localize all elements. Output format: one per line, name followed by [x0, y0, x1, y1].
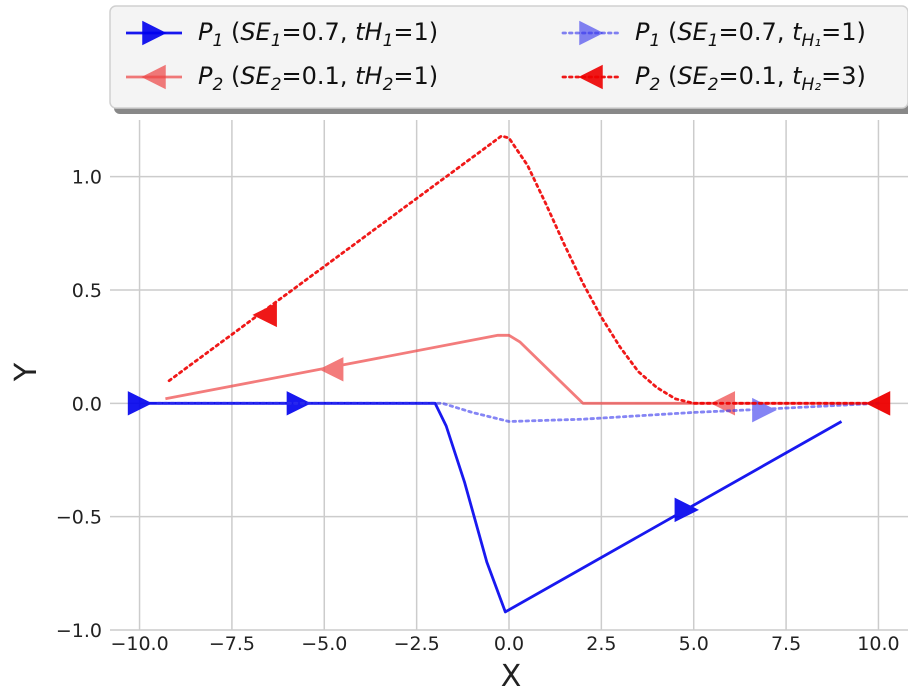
x-tick-label: 2.5	[586, 633, 616, 655]
legend: P1 (SE1=0.7, tH1=1)P2 (SE2=0.1, tH2=1)P1…	[109, 5, 908, 114]
legend-label-part: =0.1,	[282, 62, 356, 90]
grid-layer	[110, 120, 908, 631]
legend-label-part: =0.7,	[282, 18, 356, 46]
legend-entry-3: P1 (SE1=0.7, tH₁=1)	[561, 18, 866, 51]
legend-marker-sample	[579, 20, 604, 46]
legend-label-part: SE	[677, 62, 708, 90]
legend-label-part: P	[198, 18, 213, 46]
legend-label-part: SE	[240, 18, 271, 46]
legend-label-part: =3)	[821, 62, 866, 90]
legend-label-part: =0.1,	[719, 62, 793, 90]
y-tick-label: 0.0	[72, 393, 102, 415]
legend-label-part: t	[792, 18, 803, 46]
series-4	[167, 134, 891, 416]
legend-label-part: SE	[240, 62, 271, 90]
series-line	[139, 401, 843, 614]
legend-marker-sample	[578, 64, 603, 90]
legend-label-part: H₂	[802, 75, 822, 95]
legend-label-part: 1	[708, 31, 719, 51]
x-tick-label: −5.0	[301, 633, 347, 655]
series-marker	[752, 397, 777, 423]
legend-label: P1 (SE1=0.7, tH₁=1)	[635, 18, 866, 51]
legend-label-part: =1)	[393, 62, 438, 90]
x-axis-label: X	[501, 659, 522, 694]
legend-label-part: (	[223, 18, 240, 46]
legend-label-part: 2	[708, 75, 719, 95]
y-tick-label: −0.5	[56, 507, 102, 529]
y-tick-label: −1.0	[56, 620, 102, 642]
y-tick-label: 1.0	[72, 167, 102, 189]
series-marker	[865, 391, 891, 416]
legend-entry-1: P1 (SE1=0.7, tH1=1)	[126, 18, 438, 51]
series-marker	[127, 391, 153, 416]
legend-label-part: t	[792, 62, 803, 90]
series-1	[127, 391, 843, 614]
legend-label-part: tH	[355, 62, 382, 90]
legend-box	[109, 5, 908, 109]
series-marker	[318, 357, 344, 382]
legend-label-part: =1)	[821, 18, 866, 46]
legend-label-part: 2	[649, 75, 660, 95]
x-tick-label: 10.0	[857, 633, 899, 655]
legend-entry-2: P2 (SE2=0.1, tH2=1)	[126, 62, 438, 95]
legend-label-part: 1	[649, 31, 660, 51]
legend-label: P1 (SE1=0.7, tH1=1)	[198, 18, 438, 51]
legend-label-part: (	[223, 62, 240, 90]
series-marker	[252, 302, 277, 328]
legend-label-part: 1	[212, 31, 223, 51]
legend-label-part: P	[198, 62, 213, 90]
y-axis-label: Y	[9, 362, 44, 382]
legend-label: P2 (SE2=0.1, tH₂=3)	[635, 62, 866, 95]
legend-label-part: (	[660, 18, 677, 46]
legend-label: P2 (SE2=0.1, tH2=1)	[198, 62, 438, 95]
legend-marker-sample	[141, 64, 166, 90]
legend-label-part: 1	[383, 31, 394, 51]
x-tick-label: −10.0	[110, 633, 168, 655]
legend-label-part: tH	[355, 18, 382, 46]
x-tick-label: 5.0	[679, 633, 709, 655]
legend-label-part: SE	[677, 18, 708, 46]
legend-label-part: 2	[212, 75, 223, 95]
x-tick-label: −2.5	[394, 633, 440, 655]
legend-label-part: =1)	[393, 18, 438, 46]
x-tick-label: 7.5	[771, 633, 801, 655]
series-marker	[674, 497, 700, 523]
legend-entry-4: P2 (SE2=0.1, tH₂=3)	[561, 62, 866, 95]
legend-label-part: 1	[271, 31, 282, 51]
legend-marker-sample	[142, 20, 167, 46]
legend-label-part: H₁	[802, 31, 822, 51]
legend-label-part: P	[635, 62, 650, 90]
series-3	[156, 397, 880, 423]
legend-items: P1 (SE1=0.7, tH1=1)P2 (SE2=0.1, tH2=1)P1…	[126, 18, 866, 95]
legend-label-part: (	[660, 62, 677, 90]
x-tick-label: −7.5	[209, 633, 255, 655]
legend-label-part: P	[635, 18, 650, 46]
y-tick-label: 0.5	[72, 280, 102, 302]
legend-label-part: 2	[383, 75, 394, 95]
series-line	[167, 134, 880, 405]
legend-label-part: 2	[271, 75, 282, 95]
series-line	[165, 333, 879, 405]
x-tick-label: 0.0	[494, 633, 524, 655]
legend-label-part: =0.7,	[719, 18, 793, 46]
series-layer	[127, 134, 891, 614]
tick-layer: −10.0 −7.5 −5.0 −2.5 0.0 2.5 5.0 7.5 10.0 −1.0 −0.…	[56, 167, 900, 655]
